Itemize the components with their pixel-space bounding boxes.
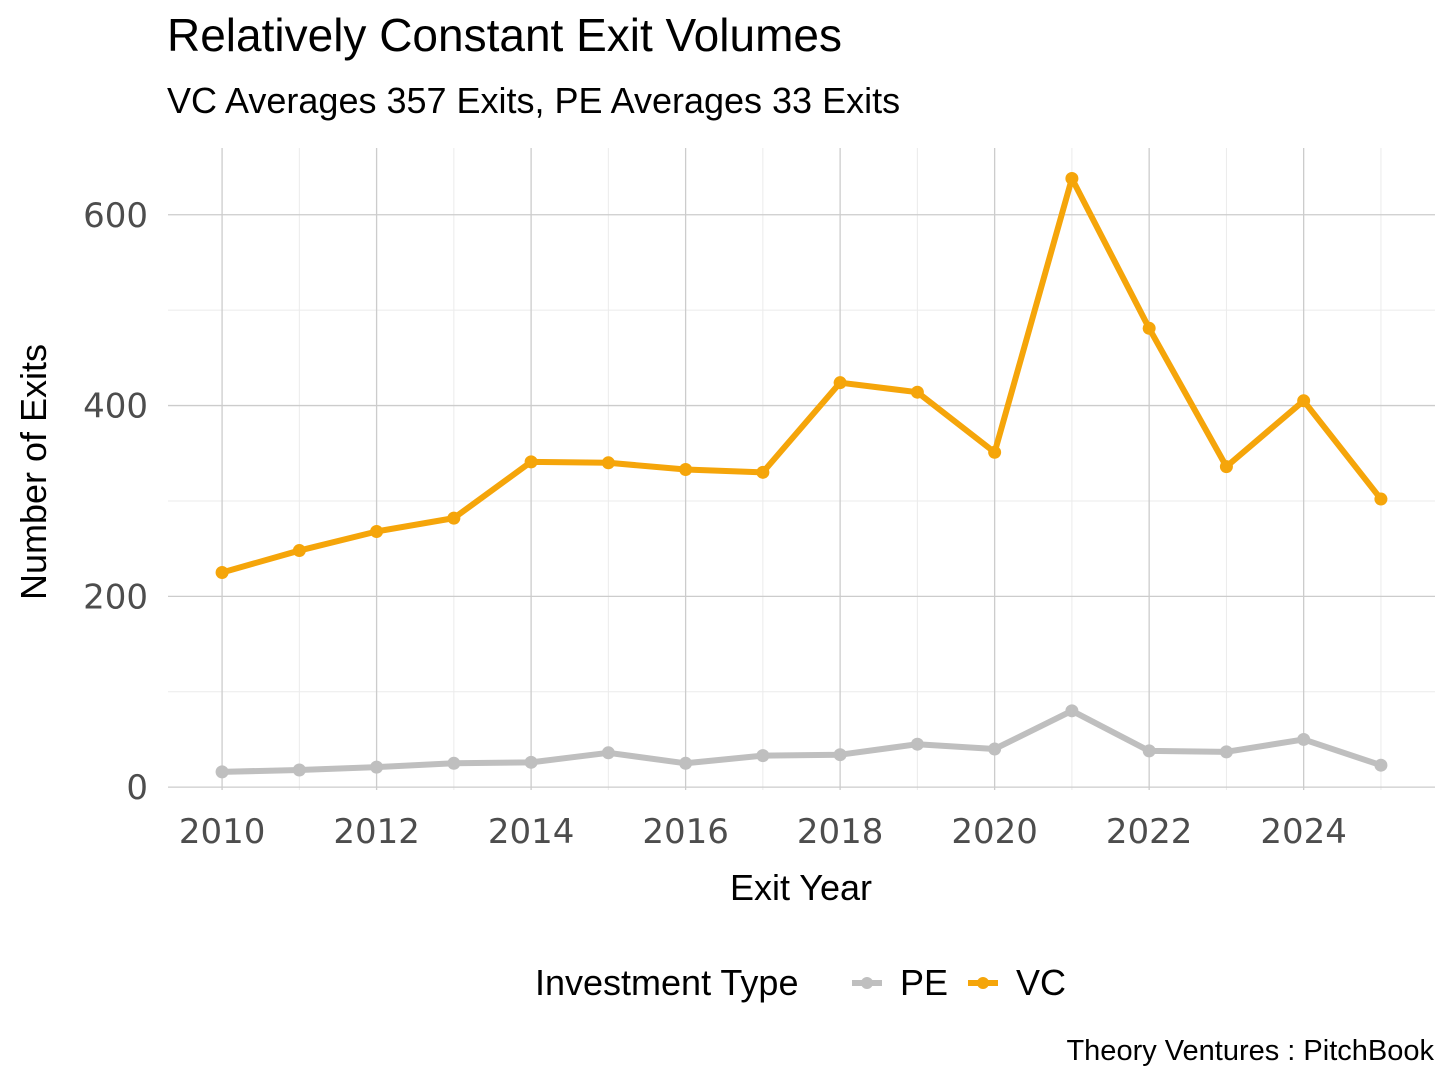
data-point-pe-2020 [988, 742, 1002, 756]
gridlines [168, 148, 1435, 790]
series-lines [215, 172, 1388, 779]
x-tick-label: 2024 [1260, 812, 1347, 852]
data-point-vc-2025 [1374, 492, 1388, 506]
data-point-vc-2020 [988, 445, 1002, 459]
data-point-vc-2021 [1065, 172, 1079, 186]
y-tick-label: 400 [83, 387, 148, 427]
legend-item-pe: PE [852, 962, 948, 1003]
y-axis-ticks: 0 200 400 600 [83, 196, 148, 808]
data-point-vc-2017 [756, 465, 770, 479]
data-point-pe-2010 [215, 765, 229, 779]
legend-label-pe: PE [900, 962, 948, 1003]
legend-item-vc: VC [968, 962, 1066, 1003]
chart-subtitle: VC Averages 357 Exits, PE Averages 33 Ex… [167, 80, 901, 121]
data-point-vc-2014 [524, 455, 538, 469]
x-tick-label: 2010 [179, 812, 266, 852]
x-axis-title: Exit Year [730, 867, 872, 908]
series-line-vc [219, 175, 1384, 576]
data-point-vc-2024 [1297, 394, 1311, 408]
data-point-pe-2012 [370, 760, 384, 774]
x-tick-label: 2020 [951, 812, 1038, 852]
data-point-vc-2019 [910, 385, 924, 399]
y-tick-label: 200 [83, 577, 148, 617]
chart-title: Relatively Constant Exit Volumes [167, 9, 842, 61]
data-point-pe-2021 [1065, 704, 1079, 718]
x-tick-label: 2016 [642, 812, 729, 852]
source-caption: Theory Ventures : PitchBook [1066, 1035, 1434, 1067]
data-point-vc-2012 [370, 524, 384, 538]
series-pe [215, 704, 1388, 779]
data-point-vc-2018 [833, 376, 847, 390]
legend-key-vc-dot [977, 977, 989, 989]
x-tick-label: 2022 [1106, 812, 1193, 852]
legend: Investment Type PE VC [535, 962, 1066, 1003]
data-point-vc-2015 [601, 456, 615, 470]
x-axis-ticks: 2010 2012 2014 2016 2018 2020 2022 2024 [179, 812, 1347, 852]
data-point-pe-2015 [601, 746, 615, 760]
data-point-pe-2017 [756, 749, 770, 763]
data-point-pe-2022 [1142, 744, 1156, 758]
x-tick-label: 2014 [488, 812, 575, 852]
data-point-vc-2016 [679, 462, 693, 476]
x-tick-label: 2018 [797, 812, 884, 852]
legend-key-pe-dot [861, 977, 873, 989]
x-tick-label: 2012 [333, 812, 420, 852]
data-point-pe-2013 [447, 756, 461, 770]
data-point-pe-2024 [1297, 732, 1311, 746]
data-point-pe-2025 [1374, 758, 1388, 772]
data-point-pe-2014 [524, 755, 538, 769]
data-point-vc-2022 [1142, 321, 1156, 335]
data-point-vc-2023 [1219, 460, 1233, 474]
legend-title: Investment Type [535, 962, 798, 1003]
data-point-pe-2011 [292, 763, 306, 777]
data-point-pe-2019 [910, 737, 924, 751]
data-point-pe-2023 [1219, 745, 1233, 759]
series-line-pe [219, 707, 1384, 775]
legend-label-vc: VC [1016, 962, 1066, 1003]
y-tick-label: 0 [126, 768, 148, 808]
data-point-vc-2010 [215, 566, 229, 580]
data-point-pe-2018 [833, 748, 847, 762]
y-tick-label: 600 [83, 196, 148, 236]
series-vc [215, 172, 1388, 580]
data-point-vc-2013 [447, 511, 461, 525]
data-point-pe-2016 [679, 756, 693, 770]
y-axis-title: Number of Exits [13, 344, 54, 600]
data-point-vc-2011 [292, 544, 306, 558]
